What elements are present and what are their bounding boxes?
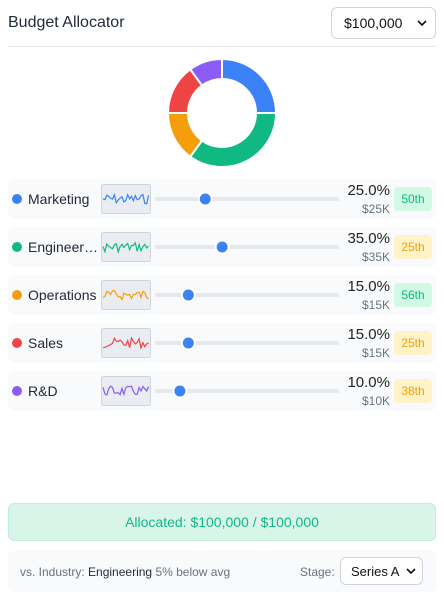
row-amount: $15K — [361, 346, 390, 360]
sparkline — [101, 328, 151, 358]
budget-row: Marketing 25.0% $25K 50th — [8, 179, 436, 219]
slider-track — [155, 245, 339, 249]
sparkline — [101, 280, 151, 310]
sparkline-line — [102, 241, 150, 255]
rank-badge: 25th — [394, 331, 432, 355]
slider-track — [155, 389, 339, 393]
divider — [8, 46, 436, 47]
donut-chart — [166, 57, 278, 168]
allocated-text: Allocated: $100,000 / $100,000 — [125, 514, 319, 530]
slider-thumb — [214, 239, 230, 255]
color-dot — [12, 194, 22, 204]
slider-thumb — [172, 383, 188, 399]
budget-select[interactable]: $100,000 — [331, 7, 436, 39]
row-amount: $10K — [361, 394, 390, 408]
header-title: Budget Allocator — [8, 14, 125, 31]
rank-badge: 56th — [394, 283, 432, 307]
sparkline-bg — [101, 232, 151, 262]
slider[interactable] — [154, 333, 340, 353]
row-percent: 15.0% — [347, 326, 390, 343]
sparkline-bg — [101, 376, 151, 406]
row-name: Marketing — [28, 191, 90, 207]
slider-track — [155, 197, 339, 201]
sparkline-line — [102, 385, 150, 397]
row-percent: 25.0% — [347, 182, 390, 199]
row-percent: 35.0% — [347, 230, 390, 247]
sparkline-line — [102, 289, 149, 302]
stage-select[interactable]: Series A — [340, 557, 423, 585]
row-percent: 15.0% — [347, 278, 390, 295]
color-dot — [12, 338, 22, 348]
sparkline — [101, 376, 151, 406]
row-percent: 10.0% — [347, 374, 390, 391]
slider[interactable] — [154, 285, 340, 305]
footer: vs. Industry: Engineering 5% below avg S… — [8, 551, 436, 592]
row-name: Operations — [28, 287, 97, 303]
rank-badge: 38th — [394, 379, 432, 403]
budget-row: R&D 10.0% $10K 38th — [8, 371, 436, 411]
stage-label: Stage: — [300, 565, 335, 579]
stage-value: Series A — [351, 563, 400, 579]
allocated-box: Allocated: $100,000 / $100,000 — [8, 503, 436, 541]
donut-segment — [221, 57, 278, 114]
row-amount: $35K — [361, 250, 390, 264]
slider-thumb — [180, 287, 196, 303]
footer-industry: Engineering — [88, 565, 153, 579]
slider[interactable] — [154, 381, 340, 401]
rank-badge: 25th — [394, 235, 432, 259]
sparkline — [101, 232, 151, 262]
budget-row: Operations 15.0% $15K 56th — [8, 275, 436, 315]
sparkline-line — [102, 192, 150, 205]
slider[interactable] — [154, 189, 340, 209]
chevron — [406, 568, 416, 574]
sparkline — [101, 184, 151, 214]
budget-row: Engineering 35.0% $35K 25th — [8, 227, 436, 267]
footer-info: vs. Industry: Engineering 5% below avg — [20, 565, 230, 579]
slider-track — [155, 341, 339, 345]
row-name: Sales — [28, 335, 64, 351]
slider-thumb — [180, 335, 196, 351]
sparkline-line — [102, 336, 149, 351]
donut-segment — [188, 112, 278, 168]
chevron — [417, 20, 427, 26]
footer-delta: 5% below avg — [155, 565, 231, 579]
row-amount: $25K — [361, 202, 390, 216]
rank-badge: 50th — [394, 187, 432, 211]
row-name: Engineering — [28, 239, 100, 255]
slider-track — [155, 293, 339, 297]
sparkline-bg — [101, 328, 151, 358]
budget-value: $100,000 — [344, 15, 403, 31]
slider-thumb — [197, 191, 213, 207]
color-dot — [12, 290, 22, 300]
row-name: R&D — [28, 383, 58, 399]
slider[interactable] — [154, 237, 340, 257]
donut-segment — [188, 57, 223, 87]
row-amount: $15K — [361, 298, 390, 312]
footer-prefix: vs. Industry: — [20, 565, 85, 579]
color-dot — [12, 242, 22, 252]
budget-row: Sales 15.0% $15K 25th — [8, 323, 436, 363]
color-dot — [12, 386, 22, 396]
